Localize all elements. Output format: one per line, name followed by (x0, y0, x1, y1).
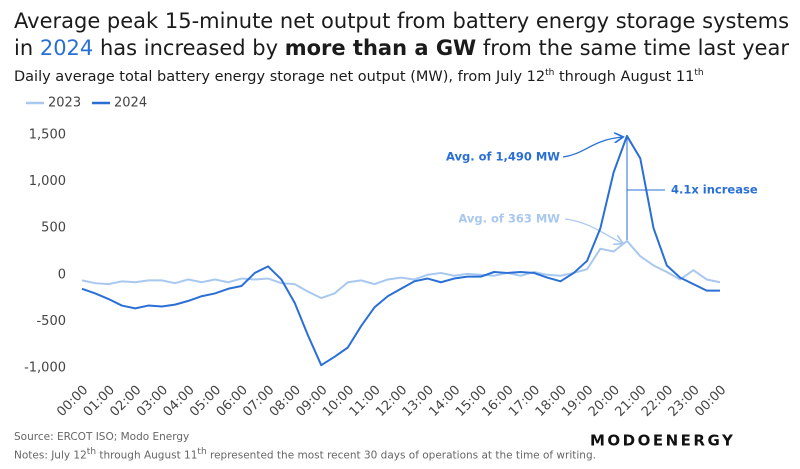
title-text: has increased by (93, 36, 285, 60)
y-tick-label: -1,000 (24, 361, 66, 376)
logo: MODOENERGY (590, 432, 735, 450)
notes-text: th (197, 447, 207, 457)
y-tick-label: -500 (36, 314, 66, 329)
series-line (81, 239, 721, 300)
subtitle-text: th (545, 68, 555, 78)
annotation: Avg. of 363 MW (458, 212, 560, 226)
y-tick-label: 1,000 (29, 174, 66, 189)
annotation: Avg. of 1,490 MW (446, 150, 560, 164)
annotation-arrow (562, 137, 622, 158)
subtitle: Daily average total battery energy stora… (14, 68, 704, 85)
subtitle-text: through August 11 (554, 68, 695, 85)
legend-label: 2024 (114, 96, 147, 111)
title-text: more than a GW (284, 36, 477, 60)
source: Source: ERCOT ISO; Modo Energy (14, 431, 190, 443)
series-line (81, 134, 720, 367)
title-text: Average peak 15-minute net output from b… (14, 9, 790, 60)
subtitle-text: th (694, 68, 704, 78)
chart-title: Average peak 15-minute net output from b… (14, 8, 789, 62)
y-tick-label: 1,500 (29, 128, 66, 143)
title-text: 2024 (39, 36, 94, 60)
annotation: 4.1x increase (671, 183, 758, 197)
title-text: from the same time last year (476, 36, 789, 60)
subtitle-text: Daily average total battery energy stora… (14, 68, 546, 85)
y-tick-label: 500 (41, 221, 66, 236)
footer: Source: ERCOT ISO; Modo Energy Notes: Jul… (14, 430, 596, 464)
notes-text: through August 11 (96, 449, 198, 462)
annotation-arrow (564, 218, 622, 243)
y-tick-label: 0 (58, 267, 66, 282)
notes-text: th (86, 447, 97, 457)
notes-text: represented the most recent 30 days of o… (206, 449, 596, 462)
notes-text: Notes: July 12 (14, 449, 87, 462)
legend-label: 2023 (48, 96, 81, 111)
x-tick-label: 00:00 (692, 383, 729, 420)
notes: Notes: July 12th through August 11th rep… (14, 445, 596, 464)
